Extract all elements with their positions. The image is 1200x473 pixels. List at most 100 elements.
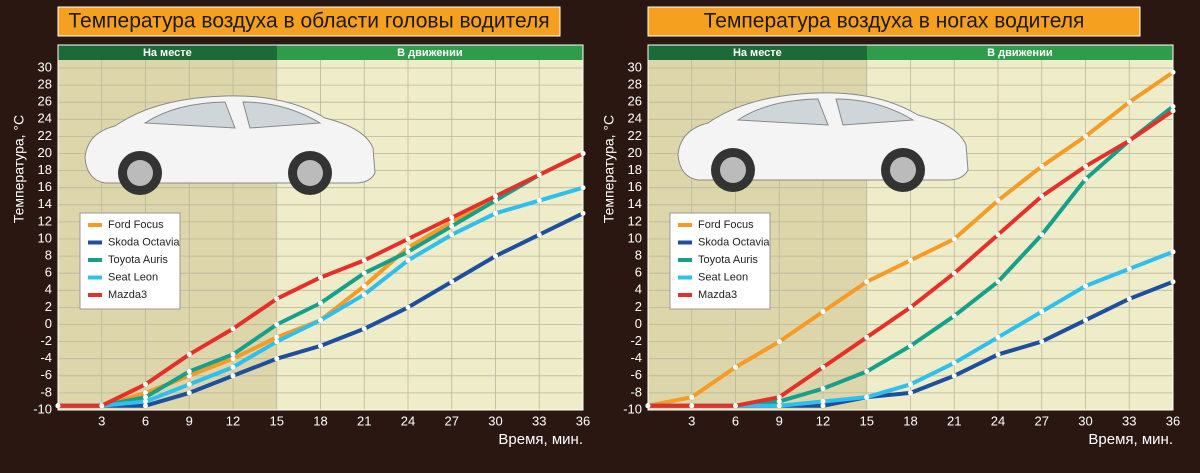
data-point (1170, 249, 1176, 255)
chart-title: Температура воздуха в области головы вод… (68, 10, 549, 33)
y-tick-label: 2 (45, 299, 52, 314)
data-point (689, 403, 695, 409)
plot-frame (57, 44, 584, 411)
data-point (776, 398, 782, 404)
data-point (1039, 193, 1045, 199)
data-point (143, 403, 148, 409)
y-tick-label: 30 (628, 59, 642, 74)
data-point (776, 394, 782, 400)
data-point (55, 403, 61, 409)
y-tick-label: 10 (628, 230, 642, 245)
y-tick-label: 30 (38, 59, 52, 74)
y-tick-label: 14 (628, 196, 642, 211)
data-point (274, 296, 280, 302)
data-point (995, 232, 1001, 238)
data-point (1083, 133, 1088, 139)
x-tick-label: 33 (1122, 413, 1136, 428)
data-point (951, 373, 957, 379)
y-tick-label: 20 (628, 145, 642, 160)
zone-header (276, 45, 583, 60)
y-tick-label: 14 (38, 196, 52, 211)
data-point (995, 198, 1001, 204)
y-tick-label: -2 (630, 333, 642, 348)
data-point (230, 373, 236, 379)
y-axis-label: Температура, °С (11, 115, 27, 223)
data-point (995, 279, 1001, 285)
data-point (143, 381, 148, 387)
y-tick-label: 4 (45, 282, 52, 297)
data-point (908, 381, 913, 387)
data-point (318, 343, 323, 349)
data-point (908, 304, 913, 310)
data-point (361, 283, 367, 289)
data-point (1170, 69, 1176, 75)
x-tick-label: 15 (860, 413, 874, 428)
y-tick-label: 0 (45, 316, 52, 331)
data-point (186, 351, 192, 357)
zone-header (866, 45, 1173, 60)
x-tick-label: 27 (1035, 413, 1049, 428)
legend-label: Mazda3 (108, 289, 147, 301)
data-point (1039, 232, 1045, 238)
y-tick-label: 12 (628, 213, 642, 228)
data-point (230, 351, 236, 357)
x-tick-label: 33 (532, 413, 546, 428)
data-point (1039, 309, 1045, 315)
data-point (1126, 296, 1132, 302)
x-tick-label: 3 (98, 413, 105, 428)
data-point (1126, 99, 1132, 105)
y-tick-label: 28 (38, 77, 52, 92)
y-tick-label: 6 (45, 265, 52, 280)
data-point (449, 279, 455, 285)
data-point (1170, 103, 1176, 109)
y-tick-label: 2 (635, 299, 642, 314)
data-point (274, 322, 280, 327)
data-point (908, 257, 913, 263)
y-tick-label: 28 (628, 77, 642, 92)
data-point (186, 390, 192, 396)
x-tick-label: 3 (688, 413, 695, 428)
y-tick-label: -10 (33, 401, 52, 416)
data-point (405, 304, 411, 310)
data-point (580, 151, 586, 156)
data-point (1170, 279, 1176, 285)
y-tick-label: -8 (630, 384, 642, 399)
legend-label: Mazda3 (698, 289, 737, 301)
y-tick-label: 8 (635, 248, 642, 263)
data-point (1126, 266, 1132, 272)
data-point (820, 309, 826, 315)
data-point (536, 172, 542, 178)
y-tick-label: 22 (38, 128, 52, 143)
y-tick-label: 6 (635, 265, 642, 280)
data-point (186, 381, 192, 387)
data-point (449, 223, 455, 229)
x-tick-label: 36 (1166, 413, 1180, 428)
y-tick-label: 12 (38, 213, 52, 228)
data-point (820, 364, 826, 370)
data-point (951, 270, 957, 276)
x-axis-label: Время, мин. (1088, 431, 1173, 448)
zone-label: На месте (733, 47, 782, 59)
data-point (493, 253, 498, 259)
data-point (776, 403, 782, 409)
data-point (864, 279, 870, 285)
data-point (1039, 339, 1045, 345)
data-point (908, 343, 913, 349)
data-point (318, 317, 323, 323)
data-point (580, 185, 586, 191)
x-tick-label: 9 (776, 413, 783, 428)
data-point (1083, 317, 1088, 323)
x-tick-label: 36 (576, 413, 590, 428)
data-point (864, 394, 870, 400)
data-point (951, 313, 957, 319)
data-point (493, 198, 498, 204)
y-tick-label: 16 (38, 179, 52, 194)
data-point (864, 369, 870, 375)
data-point (995, 334, 1001, 340)
x-tick-label: 21 (947, 413, 961, 428)
y-tick-label: 24 (628, 111, 642, 126)
y-tick-label: -2 (40, 333, 52, 348)
data-point (274, 339, 280, 345)
data-point (230, 356, 236, 362)
